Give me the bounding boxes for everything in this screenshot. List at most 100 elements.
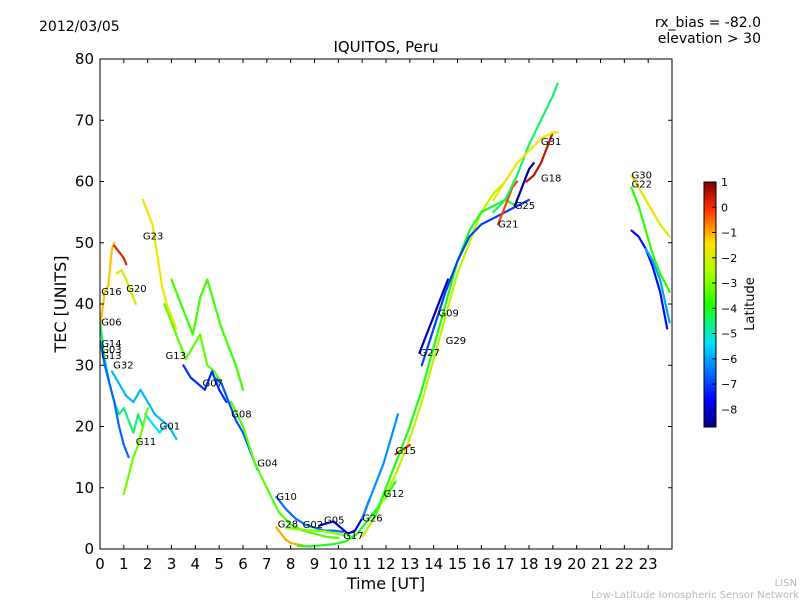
series-g32 [110,370,178,440]
series-g13b [163,302,223,385]
colorbar-tick-label: 1 [721,176,728,189]
footer-lisn: LISN [775,578,797,589]
sat-label-g13: G13 [101,351,121,362]
sat-label-g28: G28 [278,520,298,531]
series-g20 [115,269,137,306]
sat-label-g06: G06 [101,317,121,328]
series-g02 [284,526,354,538]
series-g27 [418,278,450,355]
x-tick-label: 18 [519,555,538,573]
y-tick-label: 0 [84,540,94,558]
y-axis-label: TEC [UNITS] [51,256,70,354]
series-g15 [394,443,411,456]
sat-label-g04: G04 [257,458,277,469]
y-tick-label: 80 [75,50,94,68]
colorbar-tick-label: −3 [721,277,737,290]
y-tick-label: 30 [75,356,94,374]
sat-label-g15: G15 [396,446,416,457]
sat-label-g11: G11 [136,437,156,448]
sat-label-g07: G07 [203,379,223,390]
series-g31 [492,82,559,214]
y-tick-label: 20 [75,418,94,436]
colorbar-tick-label: −5 [721,328,737,341]
y-tick-label: 10 [75,479,94,497]
series-g04 [230,400,340,540]
x-tick-label: 0 [95,555,105,573]
sat-label-g21: G21 [498,219,518,230]
series-layer [100,82,671,548]
x-tick-label: 17 [496,555,515,573]
sat-label-g29: G29 [446,336,466,347]
x-axis: 0 1 2 3 4 5 6 7 8 9 10 11 12 13 14 15 16 17 18 19 20 21 22 23 [95,59,658,573]
series-g28 [275,526,304,547]
series-g18 [525,131,554,183]
colorbar-tick-label: −2 [721,252,737,265]
sat-label-g13: G13 [166,351,186,362]
colorbar-tick-label: 0 [721,201,728,214]
sat-label-g03: G03 [101,345,121,356]
series-g16b [113,244,128,266]
sat-label-g08: G08 [231,409,251,420]
x-tick-label: 20 [567,555,586,573]
x-axis-label: Time [UT] [346,574,425,593]
x-tick-label: 2 [143,555,153,573]
series-g03 [170,278,245,391]
sat-label-g30: G30 [632,170,652,181]
y-tick-label: 40 [75,295,94,313]
y-tick-label: 60 [75,173,94,191]
series-g05 [318,498,371,535]
sat-label-g10: G10 [276,492,296,503]
sat-label-g02: G02 [303,520,323,531]
x-tick-label: 15 [448,555,467,573]
x-tick-label: 5 [214,555,224,573]
series-g14 [100,339,130,459]
series-g23 [141,198,178,330]
sat-label-g23: G23 [143,232,163,243]
rx-bias-text: rx_bias = -82.0 [655,15,761,31]
colorbar: 1 0 −1 −2 −3 −4 −5 −6 −7 −8 Latitude [703,176,758,428]
sat-label-g09: G09 [438,308,458,319]
series-g31b [492,131,559,201]
colorbar-gradient [703,181,717,428]
x-tick-label: 14 [424,555,443,573]
x-tick-label: 4 [191,555,201,573]
series-g07 [182,364,228,404]
x-tick-label: 11 [353,555,372,573]
x-tick-label: 8 [286,555,296,573]
elevation-text: elevation > 30 [658,31,761,47]
sat-label-g26: G26 [362,513,382,524]
colorbar-tick-label: −4 [721,302,737,315]
sat-label-g27: G27 [419,348,439,359]
series-g01 [144,413,166,434]
series-g22b [630,229,669,330]
series-g11 [122,407,149,495]
sat-label-g05: G05 [324,515,344,526]
sat-label-g22: G22 [632,180,652,191]
sat-label-g31: G31 [541,137,561,148]
chart-title: IQUITOS, Peru [333,38,438,56]
sat-label-g18: G18 [541,174,561,185]
series-g29 [373,198,519,520]
x-tick-label: 22 [615,555,634,573]
sat-label-g16: G16 [101,287,121,298]
x-tick-label: 19 [543,555,562,573]
series-g26 [361,413,399,520]
sat-label-g17: G17 [343,531,363,542]
date-text: 2012/03/05 [39,19,120,35]
sat-label-g12: G12 [384,489,404,500]
series-g22 [630,186,671,293]
sat-label-g25: G25 [515,201,535,212]
x-tick-label: 6 [238,555,248,573]
sat-label-g20: G20 [126,284,146,295]
series-g25 [513,162,535,208]
series-g09 [420,198,531,367]
x-tick-label: 10 [329,555,348,573]
sat-label-g01: G01 [160,422,180,433]
y-tick-label: 70 [75,111,94,129]
x-tick-label: 13 [400,555,419,573]
colorbar-tick-label: −6 [721,353,737,366]
sat-label-g32: G32 [113,360,133,371]
series-g21 [496,180,519,226]
plot-area [100,59,672,549]
